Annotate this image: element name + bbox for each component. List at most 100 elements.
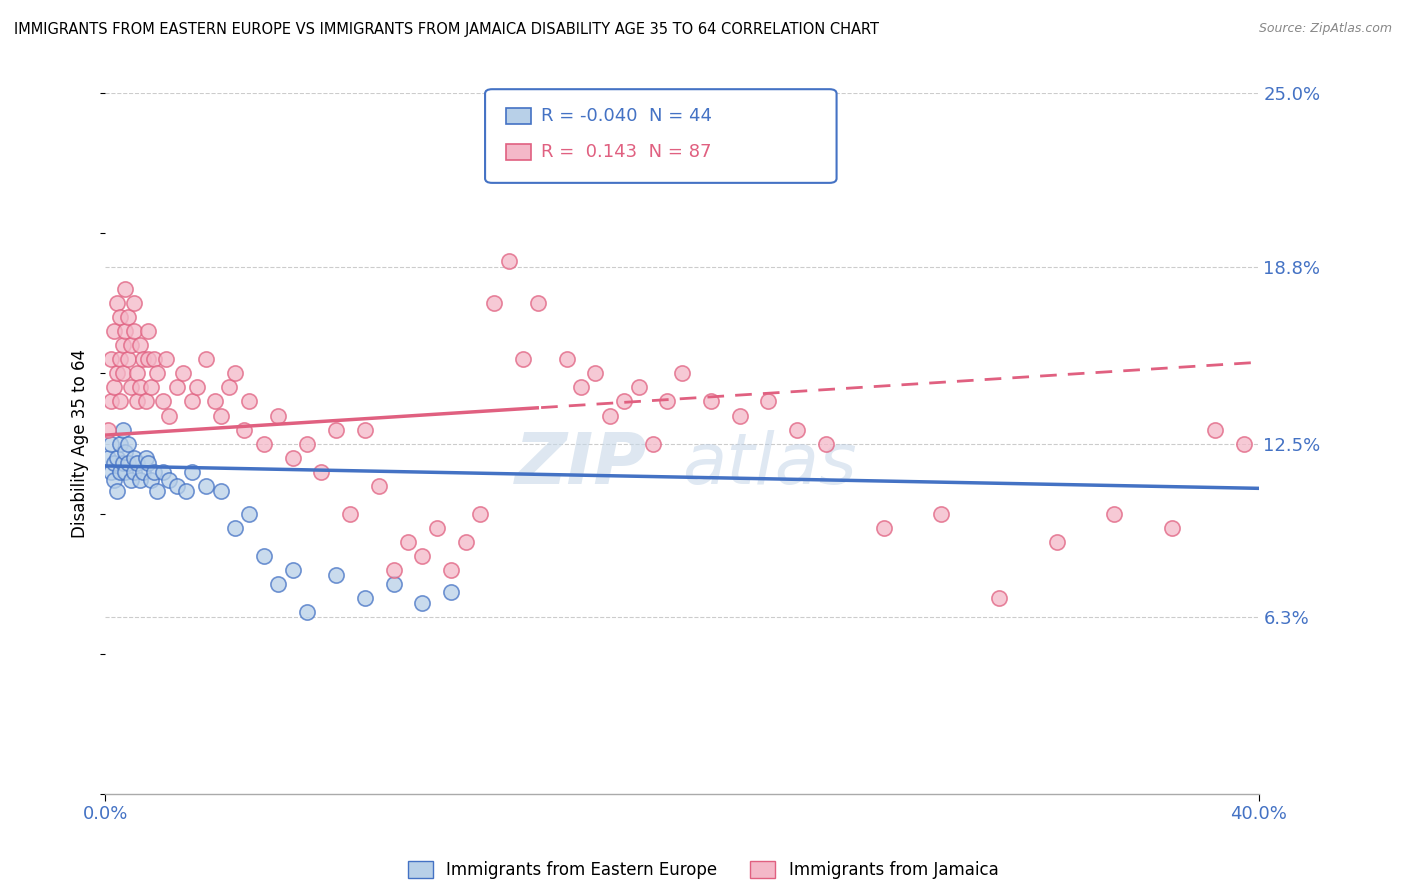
Point — [786, 423, 808, 437]
Point — [138, 325, 160, 339]
Point — [111, 423, 134, 437]
Point — [382, 576, 405, 591]
Point — [138, 456, 160, 470]
Point — [281, 563, 304, 577]
Point — [186, 380, 208, 394]
Point — [583, 367, 606, 381]
Point — [641, 436, 664, 450]
Point — [353, 423, 375, 437]
Point — [108, 465, 131, 479]
Point — [143, 465, 166, 479]
Point — [135, 450, 157, 465]
Point — [157, 473, 180, 487]
Point — [135, 394, 157, 409]
Point — [267, 576, 290, 591]
Text: Source: ZipAtlas.com: Source: ZipAtlas.com — [1258, 22, 1392, 36]
Point — [128, 473, 150, 487]
Point — [253, 436, 276, 450]
Point — [426, 520, 449, 534]
Y-axis label: Disability Age 35 to 64: Disability Age 35 to 64 — [72, 349, 89, 538]
Point — [526, 296, 548, 310]
Point — [569, 380, 592, 394]
Point — [100, 465, 122, 479]
Text: R = -0.040  N = 44: R = -0.040 N = 44 — [541, 107, 713, 125]
Point — [1204, 423, 1226, 437]
Point — [125, 456, 148, 470]
Point — [120, 380, 142, 394]
Point — [120, 338, 142, 352]
Point — [988, 591, 1011, 605]
Point — [166, 478, 188, 492]
Point — [382, 563, 405, 577]
Point — [1046, 534, 1069, 549]
Point — [454, 534, 477, 549]
Point — [700, 394, 723, 409]
Point — [103, 456, 125, 470]
Point — [512, 352, 534, 367]
Point — [114, 445, 136, 459]
Point — [103, 380, 125, 394]
Point — [555, 352, 578, 367]
Point — [353, 591, 375, 605]
Point — [295, 605, 318, 619]
Point — [117, 310, 139, 325]
Point — [138, 352, 160, 367]
Text: ZIP: ZIP — [515, 430, 647, 499]
Point — [111, 456, 134, 470]
Point — [97, 423, 120, 437]
Point — [105, 484, 128, 499]
Point — [325, 568, 347, 582]
Point — [143, 352, 166, 367]
Point — [108, 352, 131, 367]
Point — [873, 520, 896, 534]
Point — [105, 296, 128, 310]
Point — [180, 465, 202, 479]
Point — [108, 394, 131, 409]
Point — [209, 484, 232, 499]
Point — [758, 394, 780, 409]
Point — [238, 507, 260, 521]
Point — [120, 473, 142, 487]
Point — [1233, 436, 1256, 450]
Text: atlas: atlas — [682, 430, 856, 499]
Point — [114, 282, 136, 296]
Point — [157, 409, 180, 423]
Point — [815, 436, 838, 450]
Point — [131, 352, 153, 367]
Point — [105, 450, 128, 465]
Point — [97, 450, 120, 465]
Point — [267, 409, 290, 423]
Point — [108, 310, 131, 325]
Point — [281, 450, 304, 465]
Point — [122, 296, 145, 310]
Point — [108, 436, 131, 450]
Point — [295, 436, 318, 450]
Point — [141, 473, 163, 487]
Point — [117, 456, 139, 470]
Point — [117, 352, 139, 367]
Point — [122, 450, 145, 465]
Point — [155, 352, 177, 367]
Point — [114, 465, 136, 479]
Point — [103, 473, 125, 487]
Point — [440, 585, 463, 599]
Point — [152, 394, 174, 409]
Point — [204, 394, 226, 409]
Point — [100, 352, 122, 367]
Point — [1161, 520, 1184, 534]
Point — [238, 394, 260, 409]
Point — [152, 465, 174, 479]
Point — [180, 394, 202, 409]
Point — [122, 325, 145, 339]
Point — [224, 520, 246, 534]
Point — [368, 478, 391, 492]
Point — [111, 367, 134, 381]
Point — [657, 394, 679, 409]
Point — [125, 394, 148, 409]
Point — [141, 380, 163, 394]
Point — [484, 296, 506, 310]
Point — [131, 465, 153, 479]
Point — [468, 507, 491, 521]
Point — [325, 423, 347, 437]
Point — [100, 436, 122, 450]
